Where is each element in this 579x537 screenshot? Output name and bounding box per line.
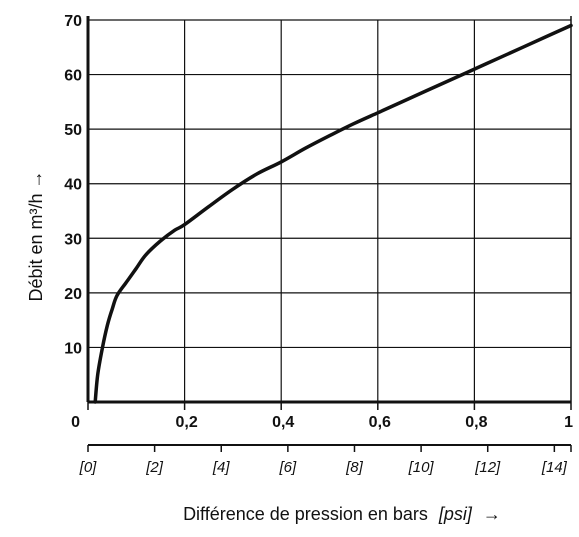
x-tick-labels: 0 0,2 0,4 0,6 0,8 1 xyxy=(71,414,573,431)
flow-curve-line xyxy=(93,23,573,404)
x-tick-label: 0 xyxy=(71,414,80,431)
psi-tick-label: [8] xyxy=(345,459,364,476)
x-tick-label: 1 xyxy=(564,414,573,431)
x-tick-label: 0,4 xyxy=(272,414,294,431)
psi-axis: [0] [2] [4] [6] [8] [10] [12] [14] xyxy=(79,444,572,476)
psi-tick-label: [6] xyxy=(279,459,298,476)
y-tick-label: 20 xyxy=(64,286,82,303)
psi-tick-label: [2] xyxy=(145,459,164,476)
grid-layer xyxy=(88,19,571,402)
y-tick-label: 70 xyxy=(64,13,82,30)
y-axis-label: Débit en m³/h → xyxy=(26,170,46,301)
psi-tick-label: [14] xyxy=(541,459,568,476)
psi-tick-label: [4] xyxy=(212,459,231,476)
psi-tick-label: [10] xyxy=(408,459,435,476)
axes-layer xyxy=(86,16,572,410)
y-tick-label: 60 xyxy=(64,68,82,85)
x-axis-label-main: Différence de pression en bars xyxy=(183,504,428,524)
x-axis-label-unit: [psi] xyxy=(438,504,473,524)
x-tick-label: 0,8 xyxy=(465,414,487,431)
y-tick-label: 50 xyxy=(64,122,82,139)
x-axis-label-arrow: → xyxy=(483,504,501,524)
y-tick-label: 40 xyxy=(64,177,82,194)
psi-tick-label: [12] xyxy=(474,459,501,476)
y-tick-labels: 10 20 30 40 50 60 70 xyxy=(64,13,82,357)
x-axis-label: Différence de pression en bars [psi] → xyxy=(183,504,501,524)
x-tick-label: 0,2 xyxy=(175,414,197,431)
series-layer xyxy=(93,23,573,404)
y-tick-label: 10 xyxy=(64,340,82,357)
x-tick-label: 0,6 xyxy=(369,414,391,431)
y-tick-label: 30 xyxy=(64,231,82,248)
psi-tick-label: [0] xyxy=(79,459,98,476)
